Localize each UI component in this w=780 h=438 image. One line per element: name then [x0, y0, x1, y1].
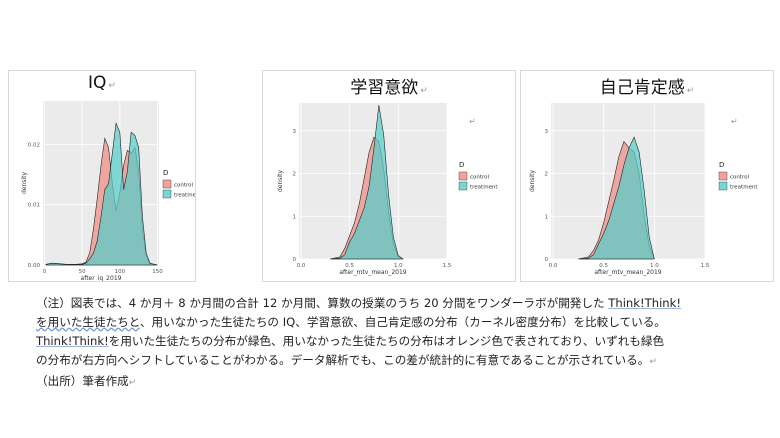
y-tick-label: 0.02 [28, 142, 40, 148]
note-line-1: （注）図表では、4 か月＋ 8 か月間の合計 12 か月間、算数の授業のうち 2… [36, 296, 682, 310]
x-tick-label: 0.0 [297, 263, 306, 269]
legend-label-control: control [730, 175, 750, 181]
x-tick-label: 0.5 [345, 263, 354, 269]
x-tick-label: 1.0 [394, 263, 403, 269]
legend-label-treatment: treatment [470, 185, 498, 191]
legend-label-treatment: treatment [730, 185, 758, 191]
y-axis-label: density [21, 172, 28, 194]
iq-title: IQ ↵ [88, 73, 116, 93]
motivation-title: 学習意欲 ↵ [350, 78, 428, 98]
self-esteem-density-chart: 0.0 0.5 1.0 1.5 0 1 2 3 after_mtv_mean_2019 densi… [529, 103, 758, 276]
motivation-panel: 学習意欲 ↵ ↵ 0.0 0.5 1.0 1.5 0 1 2 3 after_mtv_mean_2… [262, 70, 516, 282]
y-tick-label: 1 [545, 214, 549, 220]
source-line: （出所）筆者作成↵ [36, 374, 137, 388]
density-area-treatment [578, 136, 655, 260]
y-axis-label: density [277, 170, 284, 192]
y-tick-label: 0 [293, 257, 297, 263]
legend-swatch-treatment [718, 181, 728, 191]
y-tick-label: 1 [293, 214, 297, 220]
x-tick-label: 1.5 [443, 263, 452, 269]
legend-swatch-treatment [458, 181, 468, 191]
y-tick-label: 0.00 [28, 263, 41, 269]
legend-title: D [719, 161, 724, 169]
y-tick-label: 2 [293, 172, 297, 178]
iq-panel: IQ ↵ 0 50 100 150 0.00 0.01 0.02 after_iq_2019 de… [8, 70, 196, 282]
y-tick-label: 3 [293, 129, 297, 135]
iq-density-chart: 0 50 100 150 0.00 0.01 0.02 after_iq_2019 densit… [21, 101, 195, 281]
x-tick-label: 50 [79, 269, 86, 275]
x-tick-label: 1.0 [650, 263, 659, 269]
density-area-treatment [330, 105, 404, 260]
self-esteem-title: 自己肯定感 ↵ [599, 78, 695, 98]
y-tick-label: 2 [545, 172, 549, 178]
figure-note: （注）図表では、4 か月＋ 8 か月間の合計 12 か月間、算数の授業のうち 2… [36, 294, 756, 393]
note-line-4: の分布が右方向へシフトしていることがわかる。データ解析でも、この差が統計的に有意… [36, 353, 657, 367]
density-area-treatment [45, 122, 158, 266]
legend-label-treatment: treatment [174, 193, 195, 199]
x-tick-label: 0.0 [549, 263, 558, 269]
x-tick-label: 100 [115, 269, 126, 275]
legend-swatch-control [718, 171, 728, 181]
self-esteem-panel: 自己肯定感 ↵ ↵ 0.0 0.5 1.0 1.5 0 1 2 3 after_mtv_mean_… [520, 70, 774, 282]
x-tick-label: 0 [43, 269, 47, 275]
x-tick-label: 0.5 [599, 263, 608, 269]
y-tick-label: 0 [545, 257, 549, 263]
x-axis-label: after_mtv_mean_2019 [339, 269, 406, 276]
motivation-stray-mark: ↵ [469, 117, 476, 126]
y-axis-label: density [529, 170, 536, 192]
x-axis-label: after_mtv_mean_2019 [594, 269, 661, 276]
note-line-3: Think!Think!を用いた生徒たちの分布が緑色、用いなかった生徒たちの分布… [36, 334, 665, 348]
legend-swatch-control [162, 179, 172, 189]
x-tick-label: 150 [152, 269, 163, 275]
note-line-2: を用いた生徒たちと、用いなかった生徒たちの IQ、学習意欲、自己肯定感の分布（カ… [36, 315, 666, 329]
legend-title: D [163, 169, 168, 177]
y-tick-label: 3 [545, 129, 549, 135]
motivation-density-chart: 0.0 0.5 1.0 1.5 0 1 2 3 after_mtv_mean_2019 densi… [277, 103, 498, 276]
legend-swatch-control [458, 171, 468, 181]
legend-title: D [459, 161, 464, 169]
legend-swatch-treatment [162, 189, 172, 199]
y-tick-label: 0.01 [28, 203, 40, 209]
x-tick-label: 1.5 [701, 263, 710, 269]
legend-label-control: control [470, 175, 490, 181]
legend-label-control: control [174, 183, 194, 189]
x-axis-label: after_iq_2019 [81, 275, 122, 281]
self-esteem-stray-mark: ↵ [731, 117, 738, 126]
